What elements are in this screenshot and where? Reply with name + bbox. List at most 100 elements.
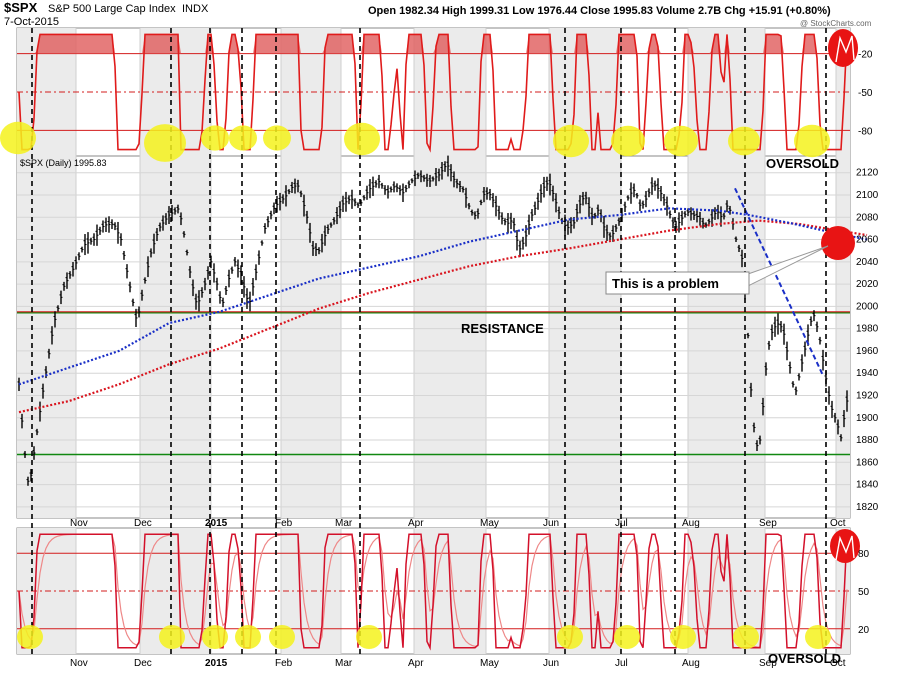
oversold-label-top: OVERSOLD xyxy=(766,156,839,171)
oversold-circle-top-3 xyxy=(229,125,257,151)
bottom-circle-highlight xyxy=(835,535,855,561)
resistance-label: RESISTANCE xyxy=(461,321,544,336)
oversold-circle-top-9 xyxy=(728,126,760,156)
ma-cross-circle xyxy=(821,226,855,260)
oversold-circle-bottom-3 xyxy=(235,625,261,649)
bottom-x-tick-label-5: Apr xyxy=(408,658,424,669)
oversold-circle-top-6 xyxy=(553,124,589,158)
top-osc-tick-label-0: -20 xyxy=(858,50,873,61)
oversold-circle-top-1 xyxy=(144,124,186,162)
oversold-circle-bottom-4 xyxy=(269,625,295,649)
price-tick-label-8: 1960 xyxy=(856,346,879,357)
price-x-tick-label-10: Sep xyxy=(759,518,777,529)
price-x-tick-label-8: Jul xyxy=(615,518,628,529)
price-x-tick-label-3: Feb xyxy=(275,518,293,529)
symbol-label: $SPX xyxy=(4,0,38,15)
month-shade-3-1 xyxy=(414,156,486,518)
price-x-tick-label-11: Oct xyxy=(830,518,846,529)
price-x-tick-label-1: Dec xyxy=(134,518,152,529)
price-tick-label-10: 1920 xyxy=(856,390,879,401)
price-tick-label-5: 2020 xyxy=(856,279,879,290)
top-osc-tick-label-2: -80 xyxy=(858,126,873,137)
price-tick-label-6: 2000 xyxy=(856,301,879,312)
oversold-circle-top-0 xyxy=(0,121,36,155)
bottom-x-tick-label-2: 2015 xyxy=(205,658,228,669)
watermark: @ StockCharts.com xyxy=(800,19,872,28)
oversold-circle-bottom-8 xyxy=(670,625,696,649)
index-name-label: S&P 500 Large Cap Index xyxy=(48,3,176,15)
price-tick-label-13: 1860 xyxy=(856,457,879,468)
top-circle-highlight xyxy=(835,35,855,63)
price-tick-label-1: 2100 xyxy=(856,190,879,201)
bottom-x-tick-label-11: Oct xyxy=(830,658,846,669)
oscillator-lines xyxy=(17,33,850,651)
month-shade-0-1 xyxy=(17,156,76,518)
price-tick-label-4: 2040 xyxy=(856,257,879,268)
bottom-x-tick-label-7: Jun xyxy=(543,658,559,669)
bottom-osc-tick-label-0: 80 xyxy=(858,549,870,560)
price-x-tick-label-9: Aug xyxy=(682,518,700,529)
oversold-circle-bottom-10 xyxy=(805,625,831,649)
price-tick-label-7: 1980 xyxy=(856,324,879,335)
price-x-tick-label-2: 2015 xyxy=(205,518,228,529)
oversold-circle-bottom-1 xyxy=(159,625,185,649)
bottom-x-tick-label-1: Dec xyxy=(134,658,152,669)
price-x-tick-label-5: Apr xyxy=(408,518,424,529)
oversold-circle-top-7 xyxy=(611,125,645,157)
ma200-line xyxy=(18,219,868,414)
problem-callout: This is a problem xyxy=(605,245,829,295)
price-tick-label-2: 2080 xyxy=(856,212,879,223)
overbought-circle-bottom xyxy=(830,529,860,563)
oversold-label-bottom: OVERSOLD xyxy=(768,651,841,666)
ohlc-readout: Open 1982.34 High 1999.31 Low 1976.44 Cl… xyxy=(368,5,831,17)
date-label: 7-Oct-2015 xyxy=(4,16,59,28)
oversold-circle-top-4 xyxy=(263,125,291,151)
oversold-circle-bottom-5 xyxy=(356,625,382,649)
oversold-circle-bottom-2 xyxy=(202,625,228,649)
bottom-x-tick-label-6: May xyxy=(480,658,499,669)
oversold-circle-top-8 xyxy=(664,125,698,157)
oversold-markers xyxy=(0,29,860,649)
oversold-circle-bottom-7 xyxy=(614,625,640,649)
price-tick-label-3: 2060 xyxy=(856,235,879,246)
bottom-x-tick-label-10: Sep xyxy=(759,658,777,669)
price-x-tick-label-7: Jun xyxy=(543,518,559,529)
moving-averages xyxy=(18,187,868,414)
bottom-x-tick-label-9: Aug xyxy=(682,658,700,669)
price-bars xyxy=(17,155,849,486)
bottom-x-tick-label-0: Nov xyxy=(70,658,88,669)
bottom-osc-tick-label-1: 50 xyxy=(858,587,870,598)
price-tick-label-9: 1940 xyxy=(856,368,879,379)
price-x-tick-label-4: Mar xyxy=(335,518,353,529)
bottom-osc-line xyxy=(18,533,848,651)
top-osc-tick-label-1: -50 xyxy=(858,88,873,99)
month-shade-2-1 xyxy=(281,156,341,518)
bottom-x-tick-label-4: Mar xyxy=(335,658,353,669)
oversold-circle-top-5 xyxy=(344,122,380,156)
axis-ticks: 2120210020802060204020202000198019601940… xyxy=(70,50,879,669)
price-legend: $SPX (Daily) 1995.83 xyxy=(20,158,107,168)
oversold-circle-bottom-6 xyxy=(557,625,583,649)
price-tick-label-11: 1900 xyxy=(856,413,879,424)
price-tick-label-0: 2120 xyxy=(856,168,879,179)
price-tick-label-12: 1880 xyxy=(856,435,879,446)
oversold-circle-bottom-9 xyxy=(733,625,759,649)
month-shade-6-1 xyxy=(836,156,850,518)
bottom-x-tick-label-3: Feb xyxy=(275,658,293,669)
price-tick-label-15: 1820 xyxy=(856,502,879,513)
month-shade-4-1 xyxy=(549,156,621,518)
top-osc-line xyxy=(18,33,848,153)
month-shade-1-1 xyxy=(140,156,211,518)
bottom-x-tick-label-8: Jul xyxy=(615,658,628,669)
problem-callout-text: This is a problem xyxy=(612,276,719,291)
oversold-circle-top-10 xyxy=(794,124,830,158)
downtrend-line xyxy=(734,187,824,376)
oversold-circle-top-2 xyxy=(201,125,229,151)
ma50-line xyxy=(18,207,868,386)
bottom-osc-tick-label-2: 20 xyxy=(858,625,870,636)
price-x-tick-label-0: Nov xyxy=(70,518,88,529)
price-x-tick-label-6: May xyxy=(480,518,499,529)
oversold-circle-bottom-0 xyxy=(17,625,43,649)
